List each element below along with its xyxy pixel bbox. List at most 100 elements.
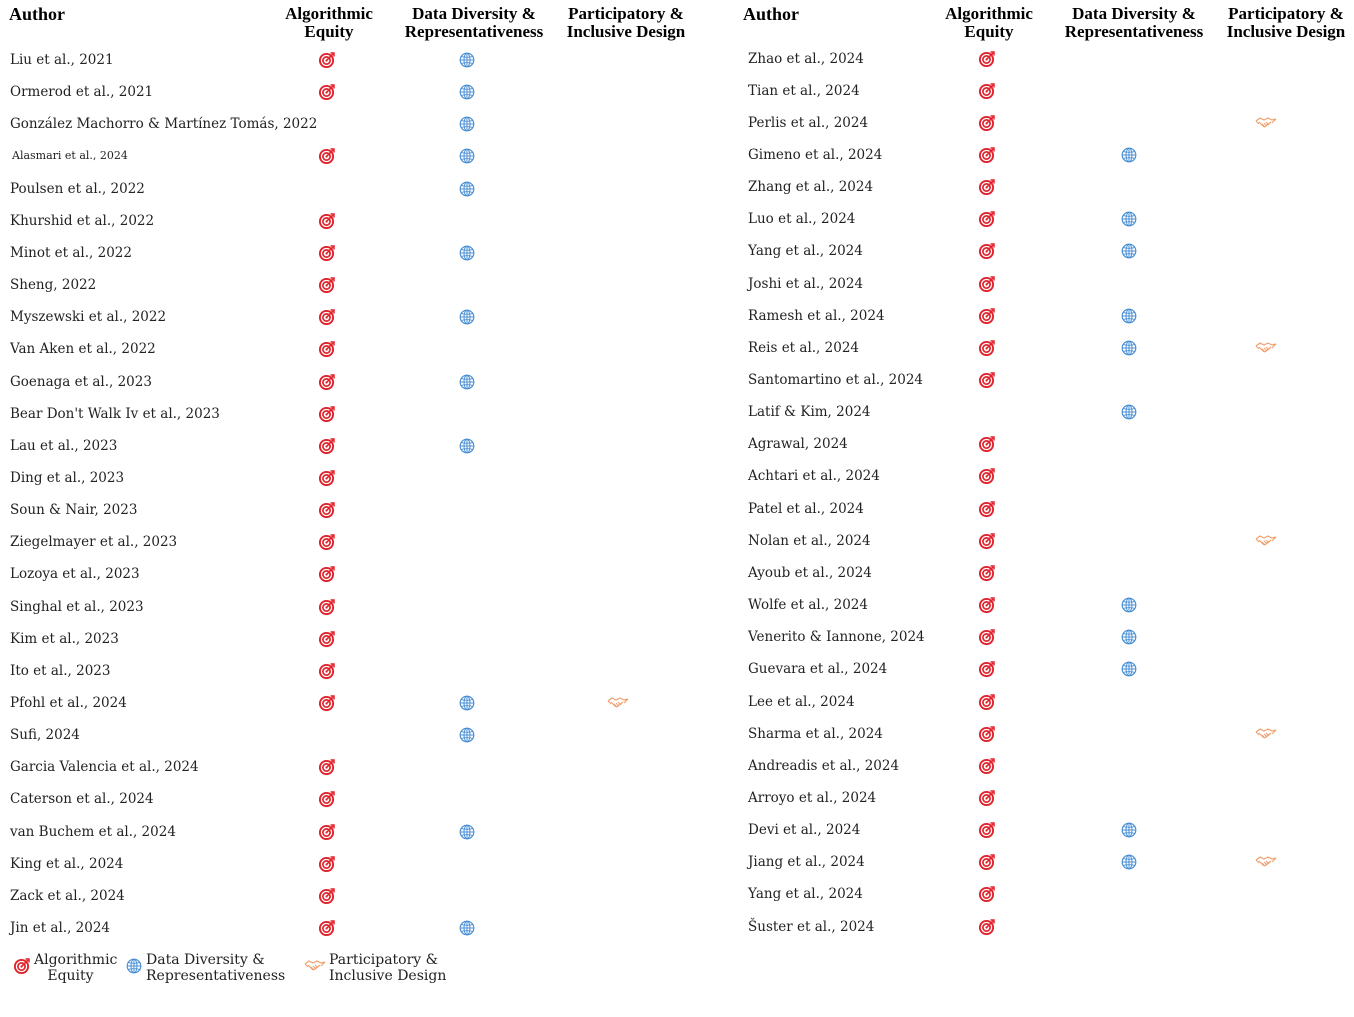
- target-icon: [319, 84, 335, 101]
- globe-icon: [459, 245, 475, 261]
- target-icon: [319, 405, 335, 422]
- globe-icon: [1121, 404, 1137, 420]
- globe-icon: [1121, 597, 1137, 613]
- author-cell: Reis et al., 2024: [748, 339, 859, 356]
- author-cell: Jiang et al., 2024: [748, 854, 865, 871]
- target-icon: [979, 790, 995, 806]
- author-cell: Khurshid et al., 2022: [10, 212, 155, 229]
- table-header: Author Algorithmic Equity Data Diversity …: [0, 0, 700, 48]
- author-cell: Lozoya et al., 2023: [10, 566, 140, 583]
- table-row: Kim et al., 2023: [0, 623, 700, 655]
- target-icon: [979, 275, 995, 292]
- globe-icon: [1121, 308, 1137, 324]
- author-cell: Sufi, 2024: [10, 727, 80, 744]
- header-author-label: Author: [743, 4, 800, 24]
- target-icon: [979, 340, 995, 356]
- table-row: Garcia Valencia et al., 2024: [0, 751, 700, 783]
- target-icon: [979, 500, 995, 517]
- globe-icon: [1121, 243, 1137, 259]
- header-author: Author: [9, 5, 129, 23]
- author-cell: Zack et al., 2024: [10, 887, 125, 904]
- table-row: Zhang et al., 2024: [738, 171, 1354, 203]
- target-icon: [319, 373, 335, 390]
- author-cell: Ramesh et al., 2024: [748, 307, 885, 324]
- author-cell: Bear Don't Walk Iv et al., 2023: [10, 405, 220, 422]
- handshake-icon: [1255, 726, 1277, 742]
- target-icon: [979, 693, 995, 710]
- author-cell: Venerito & Iannone, 2024: [748, 629, 925, 646]
- handshake-icon: [304, 958, 326, 974]
- author-cell: Goenaga et al., 2023: [10, 373, 152, 390]
- author-cell: Sharma et al., 2024: [748, 725, 883, 742]
- header-label-line: Data Diversity &: [412, 4, 536, 23]
- table-row: King et al., 2024: [0, 848, 700, 880]
- table-row: Pfohl et al., 2024: [0, 687, 700, 719]
- target-icon: [319, 630, 335, 647]
- table-row: Achtari et al., 2024: [738, 460, 1354, 492]
- globe-icon: [459, 727, 475, 743]
- legend-label-line: Inclusive Design: [329, 968, 447, 984]
- target-icon: [319, 663, 335, 679]
- table-row: Lee et al., 2024: [738, 686, 1354, 718]
- handshake-icon: [607, 695, 629, 711]
- legend: Algorithmic Equity Data Diversity & Repre…: [10, 950, 470, 995]
- target-icon: [979, 50, 995, 67]
- globe-icon: [459, 695, 475, 711]
- table-row: Yang et al., 2024: [738, 235, 1354, 267]
- globe-icon: [459, 52, 475, 68]
- target-icon: [319, 920, 335, 937]
- author-cell: Latif & Kim, 2024: [748, 404, 871, 421]
- target-icon: [979, 115, 995, 131]
- legend-label: Participatory & Inclusive Design: [329, 952, 446, 984]
- target-icon: [319, 52, 335, 68]
- table-row: Santomartino et al., 2024: [738, 364, 1354, 396]
- target-icon: [979, 179, 995, 196]
- author-cell: Santomartino et al., 2024: [748, 372, 924, 388]
- header-data-diversity: Data Diversity & Representativeness: [396, 5, 552, 41]
- author-cell: Lee et al., 2024: [748, 693, 855, 710]
- target-icon: [979, 307, 995, 324]
- target-icon: [979, 854, 995, 871]
- table-row: Minot et al., 2022: [0, 237, 700, 269]
- table-row: Wolfe et al., 2024: [738, 589, 1354, 621]
- table-row: Liu et al., 2021: [0, 44, 700, 76]
- globe-icon: [1121, 822, 1137, 838]
- globe-icon: [459, 116, 475, 132]
- author-cell: Poulsen et al., 2022: [10, 180, 145, 197]
- target-icon: [979, 372, 995, 388]
- target-icon: [979, 211, 995, 228]
- target-icon: [319, 277, 335, 294]
- header-algorithmic-equity: Algorithmic Equity: [919, 5, 1059, 41]
- author-cell: Garcia Valencia et al., 2024: [10, 759, 199, 776]
- table-row: Šuster et al., 2024: [738, 911, 1354, 943]
- author-cell: Andreadis et al., 2024: [748, 757, 900, 774]
- table-row: Sheng, 2022: [0, 269, 700, 301]
- header-label-line: Inclusive Design: [566, 22, 686, 41]
- header-label-line: Equity: [964, 22, 1014, 41]
- globe-icon: [459, 824, 475, 840]
- author-cell: Nolan et al., 2024: [748, 532, 871, 549]
- table-row: Agrawal, 2024: [738, 428, 1354, 460]
- table-row: Caterson et al., 2024: [0, 783, 700, 815]
- table-row: Alasmari et al., 2024: [0, 140, 700, 172]
- table-row: Tian et al., 2024: [738, 75, 1354, 107]
- author-cell: Zhao et al., 2024: [748, 50, 864, 67]
- globe-icon: [1121, 661, 1137, 677]
- table-row: Jin et al., 2024: [0, 912, 700, 944]
- target-icon: [979, 822, 995, 839]
- legend-label: Algorithmic Equity: [34, 952, 117, 984]
- table-row: Ormerod et al., 2021: [0, 76, 700, 108]
- table-row: Gimeno et al., 2024: [738, 139, 1354, 171]
- legend-label-line: Representativeness: [146, 968, 286, 984]
- author-cell: Patel et al., 2024: [748, 500, 864, 517]
- table-row: Nolan et al., 2024: [738, 525, 1354, 557]
- target-icon: [319, 213, 335, 229]
- author-cell: Agrawal, 2024: [748, 436, 848, 453]
- author-cell: Ayoub et al., 2024: [748, 564, 872, 581]
- table-row: Poulsen et al., 2022: [0, 173, 700, 205]
- legend-label-line: Data Diversity &: [146, 952, 265, 968]
- legend-label: Data Diversity & Representativeness: [146, 952, 285, 984]
- globe-icon: [1121, 340, 1137, 356]
- author-cell: Jin et al., 2024: [10, 920, 111, 937]
- author-cell: Ito et al., 2023: [10, 662, 111, 679]
